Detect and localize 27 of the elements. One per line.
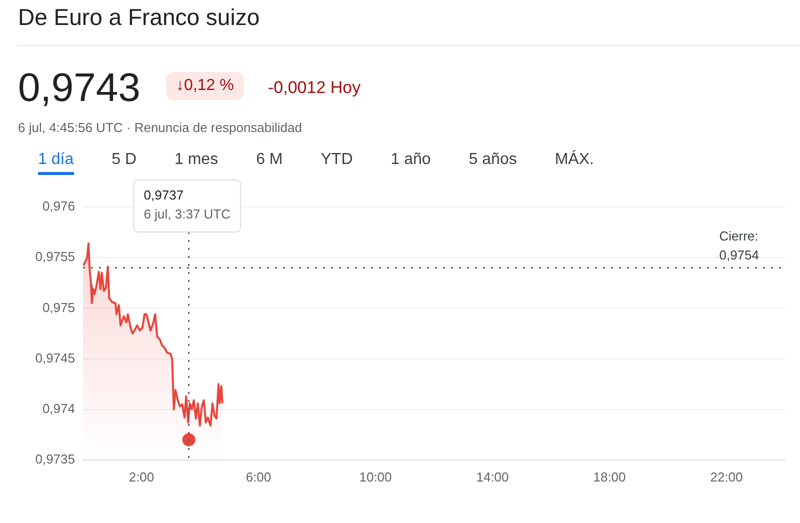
annotation: 0,9737 6 jul, 3:37 UTC xyxy=(144,188,230,222)
text: 1 año xyxy=(390,151,431,170)
text: 6 jul, 4:45:56 UTC · Renuncia de responsabilidad xyxy=(18,120,302,135)
text: YTD xyxy=(320,151,353,170)
x-tick-label: 22:00 xyxy=(710,469,743,484)
chart-title: De Euro a Franco suizo xyxy=(18,4,260,31)
y-tick-label: 0,975 xyxy=(42,300,75,315)
y-tick-label: 0,9745 xyxy=(35,350,75,366)
text: -0,0012 Hoy xyxy=(268,78,361,98)
x-tick-label: 18:00 xyxy=(593,469,626,484)
y-tick-label: 0,9755 xyxy=(35,249,75,264)
x-tick-label: 2:00 xyxy=(128,469,154,484)
text: 5 D xyxy=(112,151,136,170)
x-tick-label: 14:00 xyxy=(476,469,509,484)
y-tick-label: 0,974 xyxy=(42,400,75,416)
text: 6 M xyxy=(256,151,283,170)
x-tick-label: 6:00 xyxy=(246,469,272,484)
y-tick-label: 0,976 xyxy=(42,198,75,214)
y-tick-label: 0,9735 xyxy=(35,452,75,467)
x-tick-label: 10:00 xyxy=(359,469,392,484)
text: ↓0,12 % xyxy=(166,72,244,100)
text: 1 mes xyxy=(174,151,218,170)
text: 0,9743 xyxy=(18,66,140,111)
ref-line-label: Cierre: 0,9754 xyxy=(719,228,760,262)
text: 1 día xyxy=(38,151,74,175)
text: 5 años xyxy=(468,151,517,170)
text: MÁX. xyxy=(554,151,594,170)
